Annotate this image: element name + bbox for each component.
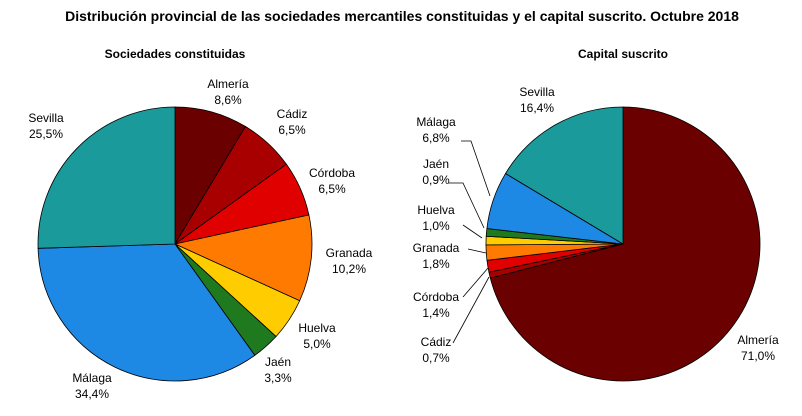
slice-label-cordoba: Córdoba (413, 290, 459, 304)
leader-line-granada (467, 248, 487, 254)
slice-value-almeria: 8,6% (214, 93, 242, 107)
slice-label-cadiz: Cádiz (277, 107, 308, 121)
slice-label-huelva: Huelva (298, 321, 336, 335)
slice-value-almeria: 71,0% (741, 349, 775, 363)
slice-label-malaga: Málaga (72, 371, 112, 385)
leader-line-huelva (462, 224, 483, 239)
slice-label-cadiz: Cádiz (421, 335, 452, 349)
slice-value-sevilla: 16,4% (520, 101, 554, 115)
leader-line-cordoba (462, 267, 489, 298)
leader-line-cadiz (452, 276, 490, 344)
chart-title-capital: Capital suscrito (578, 47, 668, 61)
pie-slice-sevilla (37, 106, 176, 249)
slice-value-huelva: 1,0% (422, 219, 450, 233)
slice-value-malaga: 34,4% (75, 387, 109, 401)
slice-label-almeria: Almería (737, 333, 779, 347)
pie-slice-granada (173, 214, 313, 302)
slice-label-sevilla: Sevilla (28, 111, 64, 125)
slice-value-jaen: 3,3% (264, 371, 292, 385)
slice-value-cadiz: 6,5% (278, 123, 306, 137)
slice-value-granada: 10,2% (332, 262, 366, 276)
slice-value-cordoba: 6,5% (318, 182, 346, 196)
slice-label-malaga: Málaga (416, 115, 456, 129)
slice-label-cordoba: Córdoba (309, 166, 355, 180)
leader-line-malaga (461, 140, 491, 197)
page-title: Distribución provincial de las sociedade… (65, 8, 739, 24)
leader-line-jaen (449, 182, 485, 229)
slice-label-granada: Granada (413, 241, 460, 255)
slice-value-jaen: 0,9% (422, 173, 450, 187)
slice-value-sevilla: 25,5% (29, 127, 63, 141)
slice-label-almeria: Almería (207, 77, 249, 91)
pie-slice-malaga (37, 243, 256, 382)
slice-value-malaga: 6,8% (422, 131, 450, 145)
pie-slice-almeria (489, 106, 761, 382)
pie-slice-sevilla (504, 106, 624, 245)
slice-value-cordoba: 1,4% (422, 306, 450, 320)
slice-value-huelva: 5,0% (303, 337, 331, 351)
slice-label-jaen: Jaén (423, 157, 449, 171)
pie-sociedades: Almería 8,6% Cádiz 6,5% Córdoba 6,5% Granada 10… (28, 77, 372, 401)
slice-label-jaen: Jaén (265, 355, 291, 369)
slice-value-cadiz: 0,7% (422, 351, 450, 365)
chart-title-sociedades: Sociedades constituidas (105, 47, 246, 61)
pie-capital: Almería 71,0% Cádiz 0,7% Córdoba 1,4% Granada 1… (413, 85, 779, 382)
slice-label-huelva: Huelva (417, 203, 455, 217)
slice-label-granada: Granada (326, 246, 373, 260)
slice-value-granada: 1,8% (422, 257, 450, 271)
slice-label-sevilla: Sevilla (519, 85, 555, 99)
